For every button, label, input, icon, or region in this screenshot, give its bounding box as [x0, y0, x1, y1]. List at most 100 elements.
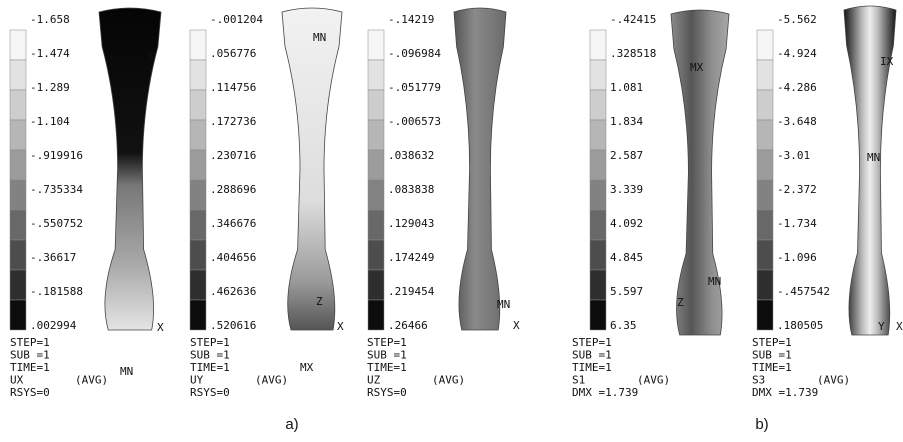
marker-label: Y [878, 320, 885, 333]
legend-band [189, 89, 207, 121]
legend-band [189, 239, 207, 271]
legend-label: -.36617 [30, 251, 76, 264]
legend-band [189, 299, 207, 331]
legend-band [367, 59, 385, 91]
legend-band [189, 119, 207, 151]
legend-band [589, 59, 607, 91]
info-text: DMX =1.739 [572, 386, 638, 399]
legend-band [367, 89, 385, 121]
legend-label: 3.339 [610, 183, 643, 196]
marker-label: MX [690, 61, 704, 74]
legend-band [756, 119, 774, 151]
legend-label: 4.845 [610, 251, 643, 264]
info-text: TIME=1 [367, 361, 407, 374]
info-text: SUB =1 [190, 349, 230, 362]
info-text: UX [10, 374, 24, 387]
info-text: SUB =1 [752, 349, 792, 362]
legend-label: -.42415 [610, 13, 656, 26]
info-text: STEP=1 [190, 336, 230, 349]
legend-label: .180505 [777, 319, 823, 332]
info-text: TIME=1 [752, 361, 792, 374]
legend-band [9, 119, 27, 151]
info-text: TIME=1 [572, 361, 612, 374]
bone-contour [453, 7, 507, 331]
legend-band [756, 89, 774, 121]
legend-band [189, 179, 207, 211]
legend-label: -.457542 [777, 285, 830, 298]
bone-contour [281, 7, 343, 331]
legend-label: -3.648 [777, 115, 817, 128]
info-text: DMX =1.739 [752, 386, 818, 399]
legend-label: -.735334 [30, 183, 83, 196]
legend-band [589, 89, 607, 121]
marker-label: X [337, 320, 344, 333]
legend-band [589, 299, 607, 331]
legend-label: .462636 [210, 285, 256, 298]
legend-band [9, 59, 27, 91]
info-text: (AVG) [817, 374, 850, 387]
marker-label: IX [880, 55, 894, 68]
legend-band [589, 119, 607, 151]
legend-label: -1.734 [777, 217, 817, 230]
legend-band [189, 209, 207, 241]
legend-label: -.001204 [210, 13, 263, 26]
info-text: TIME=1 [190, 361, 230, 374]
info-text: (AVG) [75, 374, 108, 387]
legend-band [756, 269, 774, 301]
legend-label: 1.834 [610, 115, 643, 128]
legend-label: 1.081 [610, 81, 643, 94]
info-text: SUB =1 [10, 349, 50, 362]
legend-band [9, 89, 27, 121]
marker-label: MN [867, 151, 880, 164]
legend-label: -.051779 [388, 81, 441, 94]
legend-label: .230716 [210, 149, 256, 162]
info-text: (AVG) [432, 374, 465, 387]
legend-band [9, 149, 27, 181]
legend-label: -1.658 [30, 13, 70, 26]
legend-band [756, 239, 774, 271]
legend-label: -1.474 [30, 47, 70, 60]
marker-label: X [896, 320, 903, 333]
legend-label: .172736 [210, 115, 256, 128]
legend-band [9, 209, 27, 241]
legend-label: .219454 [388, 285, 435, 298]
legend-label: 5.597 [610, 285, 643, 298]
legend-band [367, 209, 385, 241]
legend-label: .174249 [388, 251, 434, 264]
legend-band [589, 269, 607, 301]
info-text: RSYS=0 [367, 386, 407, 399]
legend-band [756, 209, 774, 241]
legend-label: .114756 [210, 81, 256, 94]
info-text: S3 [752, 374, 765, 387]
legend-label: .346676 [210, 217, 256, 230]
info-text: STEP=1 [10, 336, 50, 349]
legend-band [367, 299, 385, 331]
marker-label: MN [313, 31, 326, 44]
bone-contour [98, 7, 162, 331]
caption: a) [285, 416, 298, 433]
legend-label: -3.01 [777, 149, 810, 162]
legend-band [9, 299, 27, 331]
legend-band [756, 299, 774, 331]
marker-label: MN [497, 298, 510, 311]
legend-band [9, 239, 27, 271]
legend-label: -1.289 [30, 81, 70, 94]
caption: b) [755, 416, 768, 433]
legend-band [367, 149, 385, 181]
legend-band [756, 149, 774, 181]
legend-band [367, 179, 385, 211]
legend-label: .056776 [210, 47, 256, 60]
legend-label: -4.286 [777, 81, 817, 94]
legend-label: -.919916 [30, 149, 83, 162]
info-text: RSYS=0 [10, 386, 50, 399]
legend-label: .288696 [210, 183, 256, 196]
legend-label: 2.587 [610, 149, 643, 162]
legend-band [756, 59, 774, 91]
info-text: STEP=1 [367, 336, 407, 349]
marker-label: Z [677, 296, 684, 309]
legend-band [189, 59, 207, 91]
legend-label: -4.924 [777, 47, 817, 60]
marker-label: X [157, 321, 164, 334]
legend-label: -.096984 [388, 47, 441, 60]
info-text: SUB =1 [572, 349, 612, 362]
